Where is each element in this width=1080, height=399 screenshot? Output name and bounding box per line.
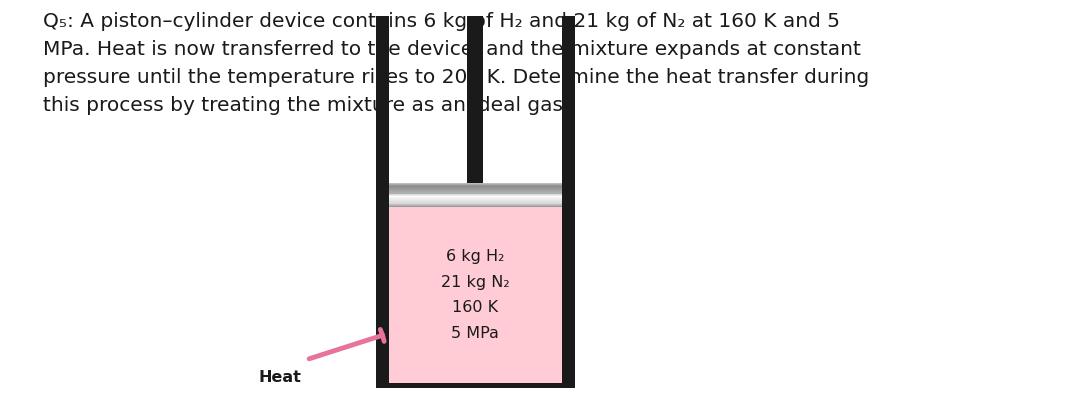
Bar — [389, 16, 562, 183]
Bar — [468, 16, 483, 183]
Bar — [389, 188, 562, 189]
Bar — [376, 383, 575, 388]
Bar — [389, 190, 562, 191]
Text: 160 K: 160 K — [453, 300, 498, 315]
Bar — [389, 201, 562, 202]
Bar — [376, 16, 389, 383]
Bar — [389, 191, 562, 192]
Bar — [389, 187, 562, 188]
Bar — [389, 189, 562, 190]
Bar — [389, 199, 562, 200]
Bar — [389, 203, 562, 204]
Bar — [389, 204, 562, 205]
Bar — [389, 183, 562, 184]
Bar — [389, 194, 562, 195]
Text: 21 kg N₂: 21 kg N₂ — [441, 275, 510, 290]
Bar — [389, 198, 562, 199]
Text: Heat: Heat — [258, 369, 301, 385]
Bar — [389, 185, 562, 186]
Text: 5 MPa: 5 MPa — [451, 326, 499, 341]
Bar — [389, 193, 562, 194]
Bar — [389, 196, 562, 197]
Text: Q₅: A piston–cylinder device contains 6 kg of H₂ and 21 kg of N₂ at 160 K and 5
: Q₅: A piston–cylinder device contains 6 … — [43, 12, 869, 115]
Bar — [562, 16, 575, 383]
Bar — [389, 202, 562, 203]
Bar — [389, 206, 562, 207]
Text: 6 kg H₂: 6 kg H₂ — [446, 249, 504, 264]
Bar — [389, 207, 562, 383]
Bar — [389, 200, 562, 201]
Bar — [389, 184, 562, 185]
Bar — [389, 186, 562, 187]
Bar — [389, 197, 562, 198]
Bar — [389, 192, 562, 193]
Bar — [389, 205, 562, 206]
Bar — [389, 195, 562, 196]
